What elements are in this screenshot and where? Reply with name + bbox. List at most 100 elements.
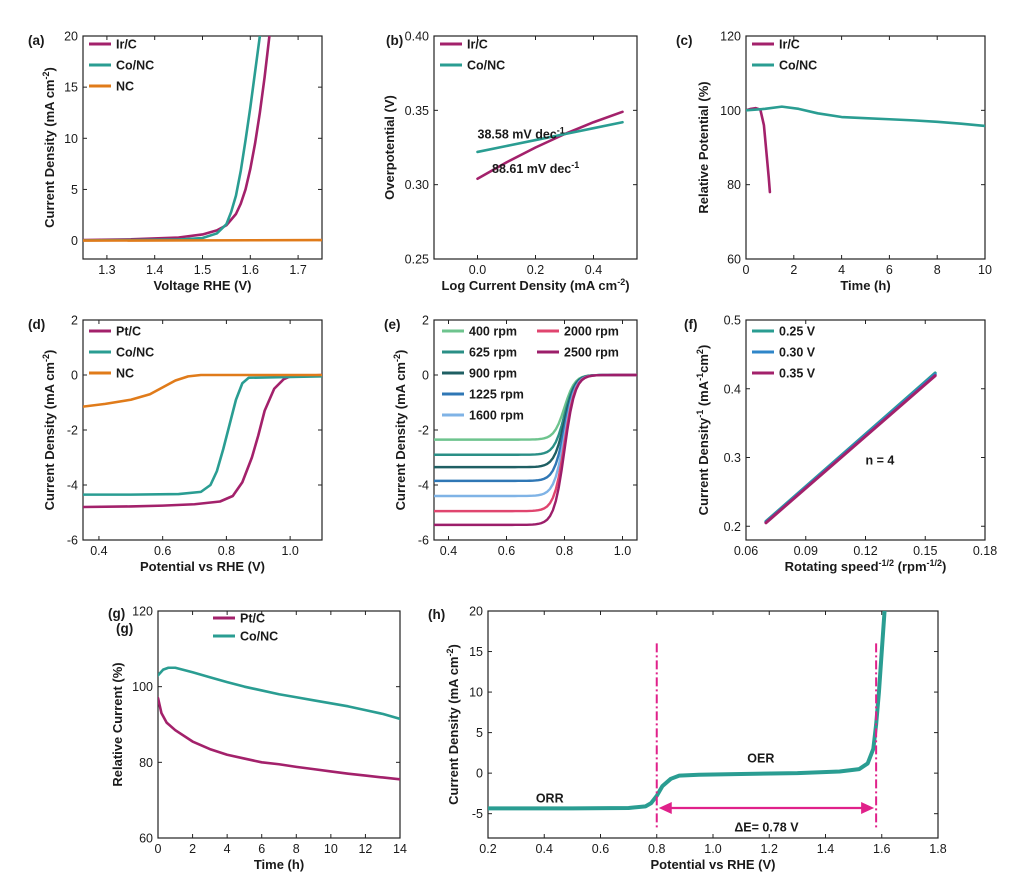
koutecky-levich-annotation: n = 4 (866, 453, 895, 467)
y-axis-label: Current Density (mA cm-2) (41, 350, 57, 511)
legend-label: 0.25 V (779, 325, 816, 339)
y-tick-label: 0.30 (405, 178, 429, 192)
x-tick-label: 0.8 (218, 544, 235, 558)
legend-label: Pt/C (240, 612, 265, 626)
series-line-co-nc (746, 105, 985, 128)
x-axis-label: Potential vs RHE (V) (651, 857, 776, 872)
panel-e: 0.4 0.6 0.8 1.0 -6 -4 -2 0 2 400 rpm 625 rpm 900 rp… (384, 314, 638, 558)
legend-label: 2000 rpm (564, 325, 619, 339)
y-tick-label: 0.35 (405, 104, 429, 118)
x-tick-label: 0.15 (913, 544, 937, 558)
legend-label: Co/NC (467, 59, 505, 73)
panel-f: 0.06 0.09 0.12 0.15 0.18 0.2 0.3 0.4 0.5 0.25 V 0.… (684, 314, 997, 575)
y-tick-label: 0 (422, 369, 429, 383)
series-line-ir-c (746, 106, 772, 194)
y-tick-label: 0 (71, 369, 78, 383)
x-tick-label: 1.0 (614, 544, 631, 558)
plot-frame-c (745, 35, 986, 260)
series-line-1225-rpm (434, 373, 637, 483)
y-tick-label: 2 (422, 314, 429, 328)
legend-label: NC (116, 80, 134, 94)
series-line-co-nc (158, 666, 400, 721)
y-tick-label: 100 (132, 680, 153, 694)
series-line-pt-c (158, 696, 400, 781)
series-line-co-nc (488, 611, 887, 811)
x-tick-label: 10 (978, 263, 992, 277)
x-tick-label: 0.8 (556, 544, 573, 558)
y-tick-label: 5 (71, 183, 78, 197)
legend-label: 0.30 V (779, 346, 816, 360)
plot-frame-g (157, 610, 401, 839)
series-line-1600-rpm (434, 373, 637, 498)
x-axis-label: Potential vs RHE (V) (140, 559, 265, 574)
x-axis-label: Voltage RHE (V) (154, 278, 252, 293)
arrow-head-left (658, 802, 672, 815)
y-tick-label: -2 (418, 424, 429, 438)
panel-c: 0 2 4 6 8 10 60 80 100 120 Ir/C Co/NC Time (h) Relati… (676, 30, 992, 294)
y-tick-label: 0.25 (405, 253, 429, 267)
x-axis-label: Log Current Density (mA cm-2) (441, 277, 629, 293)
x-tick-label: 2 (790, 263, 797, 277)
y-tick-label: 0.4 (724, 382, 741, 396)
legend-label: 625 rpm (469, 346, 517, 360)
panel-letter: (c) (676, 33, 693, 48)
legend-label: Co/NC (779, 59, 817, 73)
y-tick-label: 20 (64, 30, 78, 44)
x-tick-label: 14 (393, 842, 407, 856)
y-tick-label: 10 (469, 686, 483, 700)
legend-label: 1600 rpm (469, 409, 524, 423)
x-axis-label: Time (h) (840, 278, 890, 293)
y-tick-label: 20 (469, 605, 483, 619)
legend-label: Ir/C (467, 38, 488, 52)
x-tick-label: 0.18 (973, 544, 997, 558)
y-tick-label: 0.3 (724, 451, 741, 465)
x-tick-label: 0.09 (794, 544, 818, 558)
y-tick-label: 5 (476, 726, 483, 740)
x-tick-label: 0.8 (648, 842, 665, 856)
legend-label: Co/NC (116, 346, 154, 360)
legend-label: NC (116, 367, 134, 381)
series-line-nc (83, 238, 322, 242)
y-tick-label: -4 (67, 479, 78, 493)
x-tick-label: 0.0 (469, 263, 486, 277)
series-line-0-35-v (764, 374, 937, 525)
x-tick-label: 1.0 (281, 544, 298, 558)
x-tick-label: 10 (324, 842, 338, 856)
legend-label: 1225 rpm (469, 388, 524, 402)
y-tick-label: 100 (720, 104, 741, 118)
x-tick-label: 0.4 (90, 544, 107, 558)
y-tick-label: -5 (472, 807, 483, 821)
panel-letter: (d) (28, 317, 45, 332)
x-tick-label: 8 (934, 263, 941, 277)
series-line-ir-c (83, 36, 271, 242)
y-tick-label: 60 (139, 832, 153, 846)
panel-g: 0 2 4 6 8 10 12 14 60 80 100 120 Pt/C Co/NC Time (h) Re… (108, 605, 407, 873)
legend-label: 900 rpm (469, 367, 517, 381)
y-tick-label: 60 (727, 253, 741, 267)
y-tick-label: 80 (727, 178, 741, 192)
legend-label: Ir/C (116, 38, 137, 52)
legend-label: Co/NC (240, 630, 278, 644)
legend-label: Ir/C (779, 38, 800, 52)
arrow-head-right (861, 802, 875, 815)
x-tick-label: 1.6 (873, 842, 890, 856)
y-tick-label: 0 (476, 767, 483, 781)
x-tick-label: 1.0 (704, 842, 721, 856)
series-line-ir-c (476, 110, 624, 181)
x-axis-label: Time (h) (254, 857, 304, 872)
x-tick-label: 0 (743, 263, 750, 277)
y-tick-label: -6 (67, 534, 78, 548)
slope-annotation: 88.61 mV dec-1 (492, 160, 579, 176)
x-tick-label: 1.3 (98, 263, 115, 277)
series-line-2000-rpm (434, 373, 637, 513)
x-tick-label: 1.5 (194, 263, 211, 277)
panel-a: 1.3 1.4 1.5 1.6 1.7 0 5 10 15 20 Ir/C Co/NC NC Voltag… (28, 30, 323, 293)
series-line-2500-rpm (434, 373, 637, 527)
panel-letter: (e) (384, 317, 401, 332)
y-tick-label: 0.5 (724, 314, 741, 328)
x-tick-label: 0.2 (479, 842, 496, 856)
y-tick-label: -4 (418, 479, 429, 493)
x-tick-label: 1.8 (929, 842, 946, 856)
y-tick-label: 0.2 (724, 520, 741, 534)
panel-letter: (g) (108, 606, 125, 621)
